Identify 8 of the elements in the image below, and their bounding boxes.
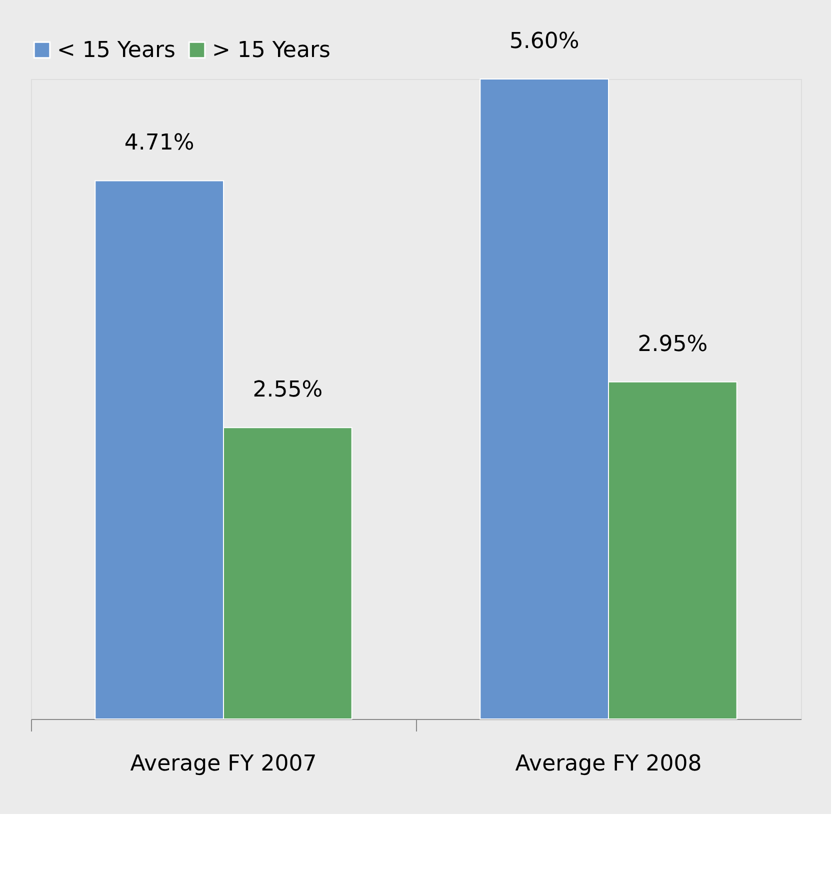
legend-label: > 15 Years [212, 38, 330, 63]
data-label: 4.71% [124, 130, 194, 156]
legend-label: < 15 Years [57, 38, 176, 63]
x-tick-label: Average FY 2007 [130, 752, 317, 776]
data-label: 2.95% [638, 332, 708, 357]
data-label: 5.60% [509, 29, 580, 54]
data-label: 2.55% [252, 378, 323, 403]
x-tick-label: Average FY 2008 [515, 752, 702, 776]
